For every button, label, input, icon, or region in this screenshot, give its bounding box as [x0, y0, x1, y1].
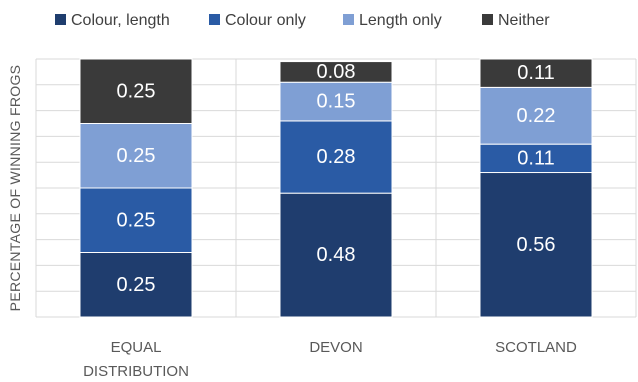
- legend: Colour, length Colour only Length only Neit…: [55, 12, 550, 29]
- legend-label: Colour only: [225, 12, 306, 29]
- bar-segment: [79, 58, 193, 124]
- bar-segment: [479, 172, 593, 318]
- legend-item: Length only: [343, 12, 442, 29]
- data-label: 0.48: [317, 244, 356, 266]
- data-labels: 0.25 0.25 0.25 0.25 0.48 0.28 0.15 0.08 0.56 0.11…: [117, 61, 556, 296]
- data-label: 0.25: [117, 209, 156, 231]
- legend-item: Neither: [482, 12, 550, 29]
- legend-item: Colour only: [209, 12, 306, 29]
- x-tick-label: EQUAL DISTRIBUTION: [83, 339, 189, 380]
- bar-segment: [279, 120, 393, 194]
- bar-segment: [279, 61, 393, 83]
- data-label: 0.08: [317, 61, 356, 83]
- data-label: 0.56: [517, 234, 556, 256]
- legend-swatch: [343, 14, 354, 25]
- legend-swatch: [55, 14, 66, 25]
- data-label: 0.11: [517, 147, 554, 169]
- data-label: 0.15: [317, 91, 356, 113]
- x-axis-tick-labels: EQUAL DISTRIBUTION DEVON SCOTLAND: [83, 339, 577, 380]
- data-label: 0.25: [117, 274, 156, 296]
- data-label: 0.11: [517, 62, 554, 84]
- data-label: 0.28: [317, 146, 356, 168]
- data-label: 0.25: [117, 145, 156, 167]
- bars: [79, 58, 593, 318]
- bar-segment: [279, 192, 393, 318]
- legend-swatch: [482, 14, 493, 25]
- legend-label: Neither: [498, 12, 550, 29]
- bar-segment: [79, 123, 193, 189]
- bar-segment: [79, 187, 193, 253]
- x-tick-label: DEVON: [309, 339, 362, 356]
- bar-segment: [479, 86, 593, 145]
- legend-label: Length only: [359, 12, 442, 29]
- legend-item: Colour, length: [55, 12, 170, 29]
- x-tick-label: SCOTLAND: [495, 339, 577, 356]
- legend-label: Colour, length: [71, 12, 170, 29]
- bar-segment: [79, 252, 193, 318]
- bar-segment: [479, 143, 593, 174]
- bar-segment: [479, 58, 593, 88]
- data-label: 0.22: [517, 105, 556, 127]
- data-label: 0.25: [117, 80, 156, 102]
- y-axis-label: PERCENTAGE OF WINNING FROGS: [7, 65, 23, 312]
- legend-swatch: [209, 14, 220, 25]
